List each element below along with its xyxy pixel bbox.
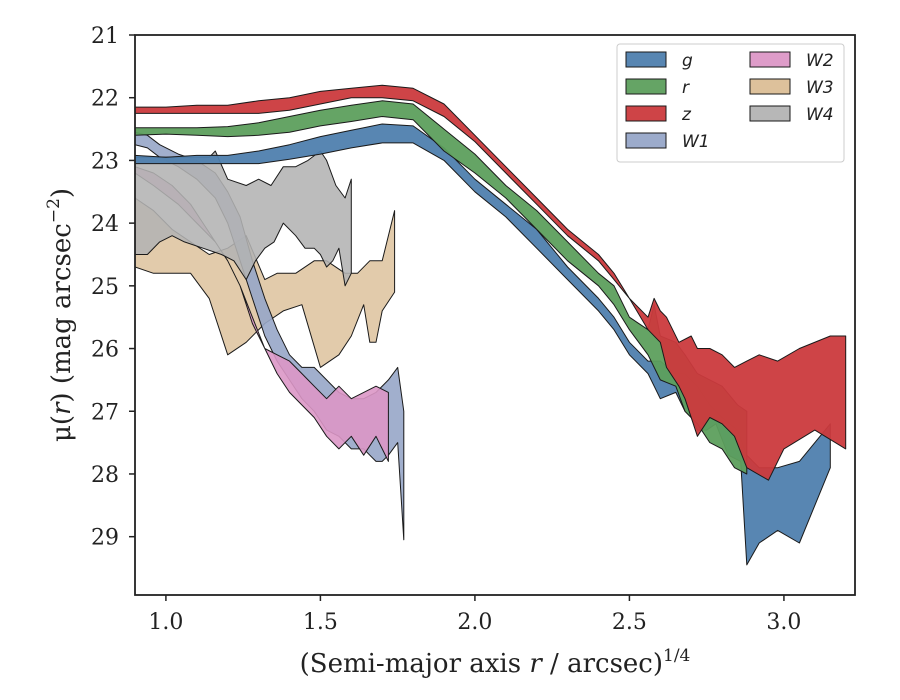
y-tick-label: 22: [91, 87, 119, 112]
x-tick-label: 3.0: [766, 610, 801, 635]
legend-label-r: r: [682, 78, 690, 98]
legend-swatch-g: [625, 51, 667, 68]
legend: grz W1 W2 W3 W4: [616, 43, 845, 163]
legend-label-w4: W4: [806, 105, 834, 125]
y-tick-label: 29: [91, 526, 119, 551]
series-bands: [135, 84, 847, 566]
x-tick-label: 1.5: [303, 610, 338, 635]
legend-label-z: z: [681, 105, 692, 125]
y-axis-label-close: ): [47, 188, 77, 198]
y-axis-ticks: 21 22 23 24 25 26 27 28 29: [91, 24, 135, 551]
legend-frame: [616, 43, 845, 163]
legend-label-w1: W1: [682, 132, 710, 152]
legend-swatch-w4: [749, 105, 791, 122]
band-z: [135, 84, 847, 481]
band-w2: [135, 166, 389, 462]
plot-frame: [134, 34, 856, 596]
legend-swatch-z: [625, 105, 667, 122]
y-tick-label: 24: [91, 212, 119, 237]
legend-label-w3: W3: [806, 78, 834, 98]
y-tick-label: 28: [91, 463, 119, 488]
y-tick-label: 26: [91, 338, 119, 363]
x-tick-label: 2.5: [612, 610, 647, 635]
legend-swatch-w2: [749, 51, 791, 68]
x-axis-label-main: (Semi-major axis: [300, 649, 530, 679]
legend-label-w2: W2: [806, 51, 834, 71]
legend-swatch-w3: [749, 78, 791, 95]
x-tick-label: 1.0: [148, 610, 183, 635]
y-axis-label: μ(r) (mag arcsec−2): [44, 188, 77, 442]
y-axis-label-sup: −2: [44, 198, 64, 223]
y-tick-label: 23: [91, 149, 119, 174]
legend-swatch-w1: [625, 132, 667, 149]
y-tick-label: 27: [91, 400, 119, 425]
y-axis-label-main: μ(: [47, 415, 77, 442]
y-axis-label-rest: ) (mag arcsec: [47, 223, 77, 402]
x-axis-label: (Semi-major axis r / arcsec)1/4: [300, 646, 691, 679]
x-axis-ticks: 1.0 1.5 2.0 2.5 3.0: [148, 595, 801, 635]
y-axis-label-var: r: [47, 401, 77, 415]
y-tick-label: 25: [91, 275, 119, 300]
band-g: [135, 123, 831, 566]
band-w4: [135, 150, 352, 287]
x-axis-label-rest: / arcsec): [542, 649, 663, 679]
x-axis-label-var: r: [529, 649, 543, 679]
x-tick-label: 2.0: [457, 610, 492, 635]
legend-swatch-r: [625, 78, 667, 95]
x-axis-label-sup: 1/4: [663, 646, 690, 666]
legend-label-g: g: [682, 51, 693, 71]
y-tick-label: 21: [91, 24, 119, 49]
